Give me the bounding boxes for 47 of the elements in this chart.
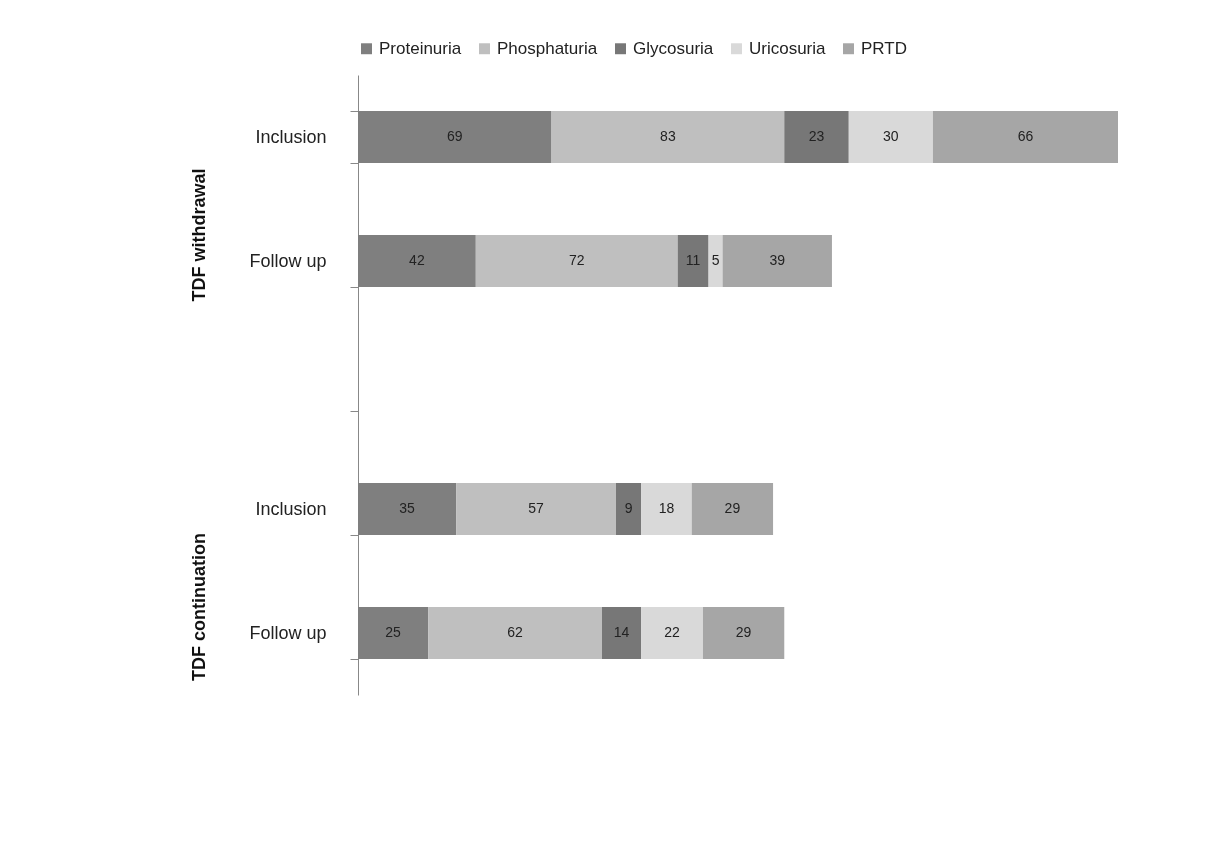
data-label: 29 xyxy=(724,500,741,516)
bar xyxy=(456,482,617,536)
data-label: 29 xyxy=(735,624,752,640)
bar xyxy=(551,110,785,164)
data-label: 11 xyxy=(685,252,701,268)
data-label: 14 xyxy=(613,624,630,640)
data-label: 69 xyxy=(446,128,463,144)
bar xyxy=(784,110,849,164)
bar xyxy=(708,234,723,288)
y-tick-label: Follow up xyxy=(249,250,327,271)
y-tick-label: Inclusion xyxy=(255,498,327,519)
bar xyxy=(848,110,933,164)
y-tick-label: Follow up xyxy=(249,622,327,643)
data-label: 62 xyxy=(507,624,524,640)
data-label: 72 xyxy=(568,252,585,268)
data-label: 42 xyxy=(409,252,425,268)
legend-label: PRTD xyxy=(861,38,907,58)
y-tick-label: Inclusion xyxy=(255,126,327,147)
bar xyxy=(601,606,642,660)
data-label: 23 xyxy=(808,128,825,144)
bar xyxy=(932,110,1118,164)
legend-label: Proteinuria xyxy=(379,38,462,58)
data-label: 66 xyxy=(1017,128,1034,144)
data-label: 83 xyxy=(660,128,676,144)
data-label: 9 xyxy=(624,500,633,516)
bar xyxy=(641,482,692,536)
data-label: 35 xyxy=(399,500,416,516)
bar xyxy=(616,482,642,536)
bar xyxy=(677,234,709,288)
bar xyxy=(722,234,832,288)
legend-label: Glycosuria xyxy=(633,38,714,58)
data-label: 30 xyxy=(883,128,899,144)
data-label: 18 xyxy=(658,500,675,516)
bar xyxy=(475,234,678,288)
bar xyxy=(641,606,703,660)
data-label: 22 xyxy=(664,624,681,640)
bar xyxy=(428,606,602,660)
legend-label: Phosphaturia xyxy=(497,38,598,58)
legend-label: Uricosuria xyxy=(749,38,827,58)
text: TDF withdrawal xyxy=(189,168,209,302)
data-label: 39 xyxy=(769,252,786,268)
data-label: 25 xyxy=(385,624,402,640)
data-label: 5 xyxy=(711,252,720,268)
bar xyxy=(702,606,785,660)
bar xyxy=(691,482,774,536)
text: TDF continuation xyxy=(189,532,209,681)
data-label: 57 xyxy=(528,500,545,516)
